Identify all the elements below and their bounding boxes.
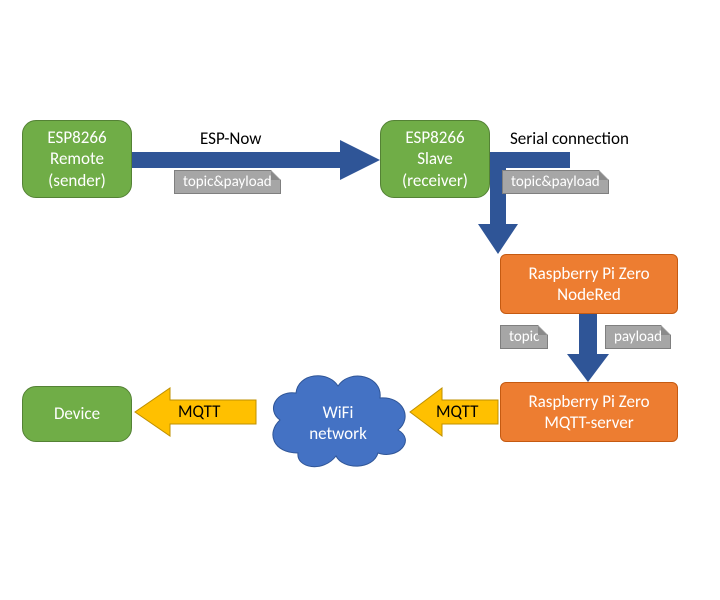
wifi-cloud-label: WiFinetwork: [258, 402, 418, 445]
note-3-text: topic: [509, 328, 539, 346]
arrow-nodered-mqtt: [567, 314, 609, 382]
node-rpi-nodered-label: Raspberry Pi ZeroNodeRed: [528, 263, 649, 306]
node-rpi-mqtt: Raspberry Pi ZeroMQTT-server: [500, 382, 678, 442]
note-topic-payload-1: topic&payload: [174, 170, 281, 194]
wifi-cloud-text: WiFinetwork: [309, 402, 367, 444]
label-mqtt2-text: MQTT: [178, 401, 220, 422]
label-mqtt1: MQTT: [436, 401, 478, 422]
note-topic-payload-2: topic&payload: [502, 170, 609, 194]
node-device-label: Device: [54, 403, 100, 424]
label-mqtt1-text: MQTT: [436, 401, 478, 422]
label-mqtt2: MQTT: [178, 401, 220, 422]
label-espnow: ESP-Now: [200, 128, 261, 149]
label-espnow-text: ESP-Now: [200, 128, 261, 149]
node-esp-remote: ESP8266Remote(sender): [22, 120, 132, 198]
note-topic: topic: [500, 325, 548, 349]
arrow-serial: [478, 152, 570, 254]
node-esp-remote-label: ESP8266Remote(sender): [47, 127, 106, 191]
note-2-text: topic&payload: [511, 173, 600, 191]
note-1-text: topic&payload: [183, 173, 272, 191]
node-rpi-nodered: Raspberry Pi ZeroNodeRed: [500, 254, 678, 314]
node-rpi-mqtt-label: Raspberry Pi ZeroMQTT-server: [528, 391, 649, 434]
node-esp-slave-label: ESP8266Slave(receiver): [402, 127, 468, 191]
node-device: Device: [22, 386, 132, 442]
node-esp-slave: ESP8266Slave(receiver): [380, 120, 490, 198]
note-4-text: payload: [614, 328, 662, 346]
note-payload: payload: [605, 325, 671, 349]
wifi-cloud: WiFinetwork: [258, 358, 418, 478]
label-serial-text: Serial connection: [510, 128, 629, 149]
label-serial: Serial connection: [510, 128, 629, 149]
